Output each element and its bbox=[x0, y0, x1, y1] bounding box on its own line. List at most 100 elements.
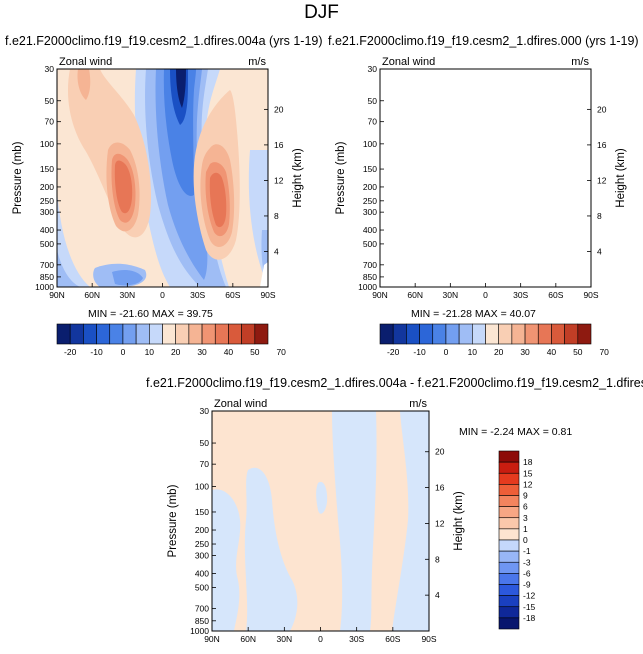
y-tick-label: 400 bbox=[363, 225, 377, 235]
colorbar-label: 15 bbox=[523, 468, 533, 478]
colorbar-swatch bbox=[122, 323, 137, 345]
y-right-tick-label: 16 bbox=[597, 140, 607, 150]
x-tick-label: 60S bbox=[225, 290, 240, 300]
colorbar-label: 0 bbox=[523, 535, 528, 545]
colorbar-swatch bbox=[419, 323, 434, 345]
panel-1-title: f.e21.F2000climo.f19_f19.cesm2_1.dfires.… bbox=[5, 34, 323, 48]
y-tick-label: 400 bbox=[195, 569, 209, 579]
colorbar-label: 10 bbox=[468, 347, 478, 357]
y-right-tick-label: 20 bbox=[435, 447, 445, 457]
y-tick-label: 70 bbox=[45, 117, 55, 127]
colorbar-label: -6 bbox=[523, 568, 531, 578]
colorbar-label: 50 bbox=[573, 347, 583, 357]
colorbar-swatch bbox=[162, 323, 176, 345]
y-tick-label: 850 bbox=[40, 272, 54, 282]
colorbar-swatch bbox=[551, 323, 565, 345]
panel-1-ylabel: Pressure (mb) bbox=[12, 141, 24, 214]
y-tick-label: 400 bbox=[40, 225, 54, 235]
y-tick-label: 500 bbox=[40, 239, 54, 249]
colorbar-swatch bbox=[392, 323, 407, 345]
y-tick-label: 500 bbox=[195, 583, 209, 593]
colorbar-label: 0 bbox=[444, 347, 449, 357]
colorbar-swatch bbox=[498, 584, 520, 596]
x-tick-label: 90S bbox=[583, 290, 598, 300]
axes-layer: Zonal wind m/s305070100150200250300400500… bbox=[12, 56, 627, 644]
y-tick-label: 250 bbox=[363, 196, 377, 206]
colorbar-label: -10 bbox=[413, 347, 426, 357]
y-right-tick-label: 16 bbox=[274, 140, 284, 150]
y-right-tick-label: 4 bbox=[274, 246, 279, 256]
panel-2-subtitle-left: Zonal wind bbox=[382, 56, 435, 68]
colorbar-label: 6 bbox=[523, 502, 528, 512]
x-tick-label: 0 bbox=[483, 290, 488, 300]
colorbar-label: 30 bbox=[520, 347, 530, 357]
colorbar-swatch bbox=[498, 595, 520, 608]
colorbar-label: 1 bbox=[523, 524, 528, 534]
colorbar-swatch bbox=[498, 323, 513, 345]
y-tick-label: 70 bbox=[200, 459, 210, 469]
y-tick-label: 150 bbox=[40, 164, 54, 174]
y-tick-label: 500 bbox=[363, 239, 377, 249]
x-tick-label: 0 bbox=[318, 634, 323, 644]
colorbar-swatch bbox=[149, 323, 163, 345]
x-tick-label: 60N bbox=[407, 290, 423, 300]
x-tick-label: 30S bbox=[513, 290, 528, 300]
colorbar-label: 20 bbox=[171, 347, 181, 357]
y-right-tick-label: 8 bbox=[597, 211, 602, 221]
colorbar-swatch bbox=[511, 323, 526, 345]
y-tick-label: 1000 bbox=[35, 282, 54, 292]
panel-1-plot-area bbox=[57, 69, 268, 287]
main-title: DJF bbox=[304, 2, 339, 23]
panel-1-subtitle-right: m/s bbox=[248, 56, 266, 68]
y-tick-label: 200 bbox=[363, 182, 377, 192]
x-tick-label: 30S bbox=[349, 634, 364, 644]
panel-2-subtitle-right: m/s bbox=[571, 56, 589, 68]
colorbar-label: 10 bbox=[145, 347, 155, 357]
colorbar-swatch bbox=[254, 323, 269, 345]
y-right-tick-label: 12 bbox=[274, 175, 284, 185]
colorbar-swatch bbox=[188, 323, 203, 345]
colorbar-label: 70 bbox=[599, 347, 609, 357]
colorbar-swatch bbox=[498, 517, 520, 530]
panel-2-title: f.e21.F2000climo.f19_f19.cesm2_1.dfires.… bbox=[328, 34, 639, 48]
x-tick-label: 60N bbox=[84, 290, 100, 300]
x-tick-label: 30N bbox=[120, 290, 136, 300]
colorbar-swatch bbox=[201, 323, 216, 345]
y-tick-label: 100 bbox=[363, 139, 377, 149]
colorbar-swatch bbox=[498, 506, 520, 519]
y-tick-label: 300 bbox=[195, 550, 209, 560]
colorbar-swatch bbox=[83, 323, 97, 345]
y-tick-label: 300 bbox=[363, 207, 377, 217]
y-right-tick-label: 4 bbox=[597, 246, 602, 256]
y-tick-label: 200 bbox=[195, 525, 209, 535]
colorbar-swatch bbox=[472, 323, 486, 345]
colorbar-swatch bbox=[109, 323, 124, 345]
y-right-tick-label: 20 bbox=[274, 104, 284, 114]
y-right-tick-label: 8 bbox=[274, 211, 279, 221]
colorbar-swatch bbox=[485, 323, 499, 345]
y-tick-label: 1000 bbox=[190, 626, 209, 636]
colorbar-label: 20 bbox=[494, 347, 504, 357]
colorbar-swatch bbox=[406, 323, 420, 345]
y-tick-label: 250 bbox=[40, 196, 54, 206]
colorbar-swatch bbox=[498, 461, 520, 474]
x-tick-label: 60N bbox=[240, 634, 256, 644]
colorbar-swatch bbox=[498, 450, 520, 463]
y-tick-label: 50 bbox=[368, 96, 378, 106]
x-tick-label: 90S bbox=[260, 290, 275, 300]
colorbar-swatch bbox=[498, 617, 520, 630]
y-tick-label: 850 bbox=[195, 616, 209, 626]
colorbar-swatch bbox=[175, 323, 190, 345]
x-tick-label: 90N bbox=[204, 634, 220, 644]
colorbar-swatch bbox=[498, 484, 520, 496]
colorbar-label: 40 bbox=[224, 347, 234, 357]
colorbar-swatch bbox=[96, 323, 111, 345]
y-tick-label: 850 bbox=[363, 272, 377, 282]
colorbar-swatch bbox=[445, 323, 460, 345]
colorbar-swatch bbox=[564, 323, 579, 345]
panel-3-subtitle-right: m/s bbox=[409, 398, 427, 410]
panel-1-ylabel-right: Height (km) bbox=[292, 148, 304, 208]
colorbar-swatch bbox=[56, 323, 71, 345]
colorbar-swatch bbox=[498, 495, 520, 507]
